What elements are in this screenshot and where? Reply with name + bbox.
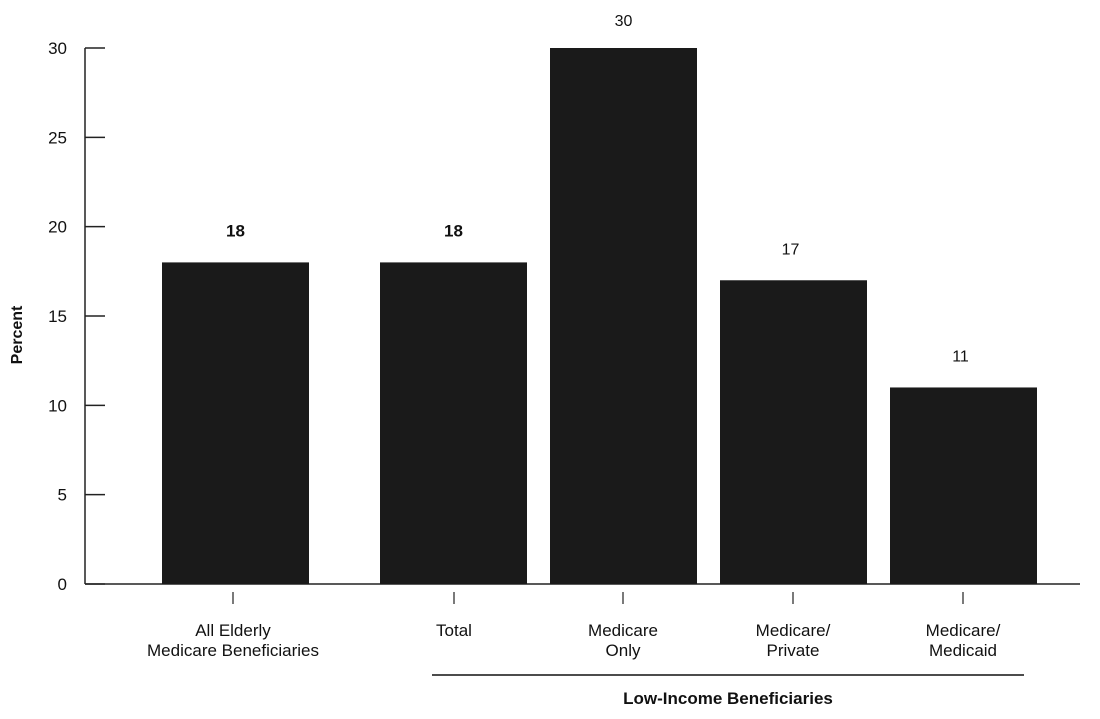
data-label: 18 bbox=[444, 221, 463, 240]
x-tick-label-line: Medicare bbox=[588, 621, 658, 640]
x-tick-label-line: Medicare/ bbox=[926, 621, 1001, 640]
y-tick-label: 20 bbox=[48, 218, 67, 237]
bar bbox=[720, 280, 867, 584]
data-label: 18 bbox=[226, 221, 245, 240]
group-label: Low-Income Beneficiaries bbox=[623, 689, 833, 708]
y-tick-label: 25 bbox=[48, 128, 67, 147]
group-bracket: Low-Income Beneficiaries bbox=[432, 674, 1024, 708]
bars bbox=[162, 48, 1037, 584]
x-tick-label: All Elderly Medicare Beneficiaries bbox=[147, 621, 319, 660]
bar bbox=[890, 387, 1037, 584]
data-label: 30 bbox=[615, 13, 633, 30]
y-tick-label: 15 bbox=[48, 307, 67, 326]
x-tick-label: Medicare/Medicaid bbox=[926, 621, 1001, 660]
x-tick-label-line: Medicare/ bbox=[756, 621, 831, 640]
y-axis: 0 5 10 15 20 25 30 bbox=[48, 39, 105, 594]
x-tick-label-line: Medicare Beneficiaries bbox=[147, 641, 319, 660]
x-tick-label-line: Private bbox=[767, 641, 820, 660]
x-tick-label: Medicare/Private bbox=[756, 621, 831, 660]
y-axis-title: Percent bbox=[9, 305, 26, 364]
x-tick-label-line: Medicaid bbox=[929, 641, 997, 660]
data-label: 17 bbox=[782, 241, 800, 258]
y-tick-label: 5 bbox=[58, 486, 67, 505]
x-tick-label: Total bbox=[436, 621, 472, 640]
data-label: 11 bbox=[952, 348, 969, 365]
y-tick-label: 0 bbox=[58, 575, 67, 594]
y-tick-label: 10 bbox=[48, 396, 67, 415]
bar bbox=[550, 48, 697, 584]
x-axis: All Elderly Medicare Beneficiaries Total Me… bbox=[85, 583, 1080, 660]
bar bbox=[380, 262, 527, 584]
x-tick-label-line: All Elderly bbox=[195, 621, 271, 640]
data-labels: 18 18 30 17 11 bbox=[226, 13, 969, 365]
x-tick-label-line: Only bbox=[606, 641, 641, 660]
bar bbox=[162, 262, 309, 584]
y-tick-label: 30 bbox=[48, 39, 67, 58]
x-tick-label-line: Total bbox=[436, 621, 472, 640]
x-tick-label: Medicare Only bbox=[588, 621, 658, 660]
